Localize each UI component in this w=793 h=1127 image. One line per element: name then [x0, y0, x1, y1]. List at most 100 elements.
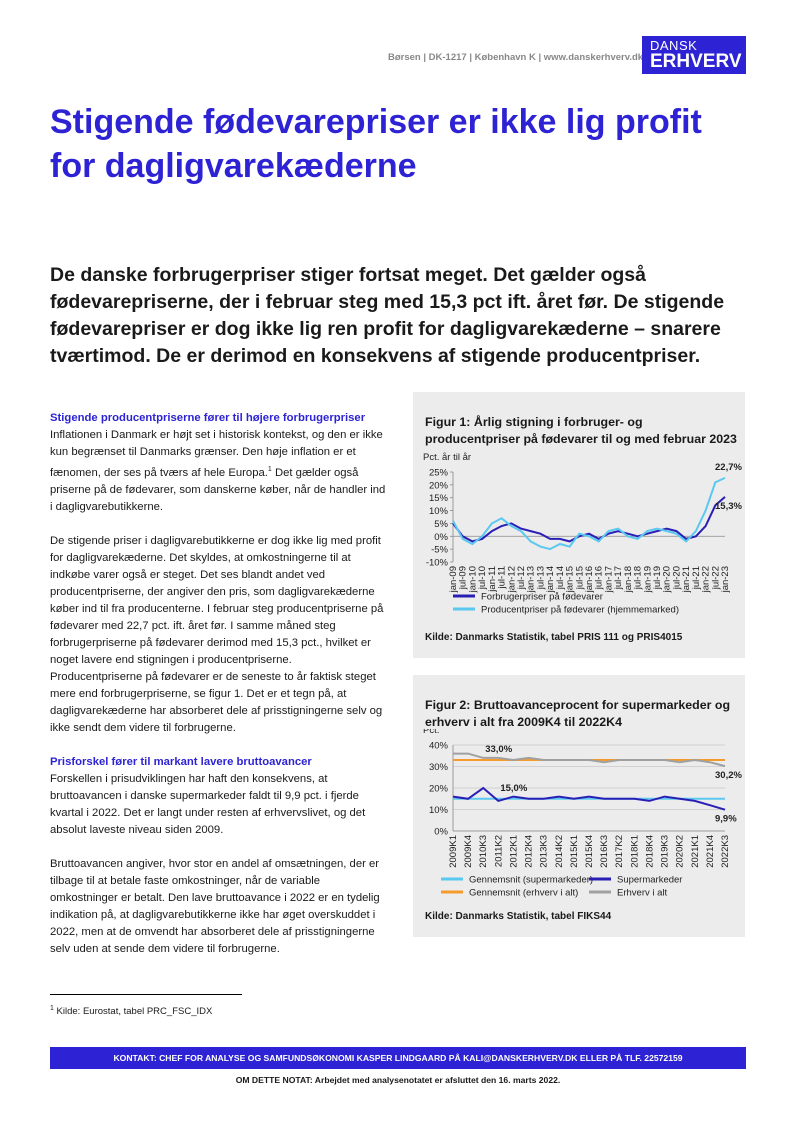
- header-info: Børsen | DK-1217 | København K | www.dan…: [388, 52, 644, 63]
- x-tick-label: jan-23: [720, 566, 731, 593]
- x-tick-label: jan-17: [603, 566, 614, 593]
- x-tick-label: 2015K1: [569, 835, 580, 868]
- section-heading: Stigende producentpriserne fører til høj…: [50, 412, 366, 424]
- y-tick-label: 0%: [434, 532, 448, 543]
- logo-top: DANSK: [650, 38, 698, 53]
- paragraph: Inflationen i Danmark er højt set i hist…: [50, 427, 386, 516]
- data-label: 15,0%: [500, 783, 527, 794]
- contact-bar: KONTAKT: CHEF FOR ANALYSE OG SAMFUNDSØKO…: [50, 1047, 746, 1069]
- section-heading: Prisforskel fører til markant lavere bru…: [50, 755, 312, 768]
- logo[interactable]: DANSK ERHVERV: [642, 36, 746, 74]
- y-tick-label: 20%: [429, 784, 449, 795]
- legend-label: Gennemsnit (erhverv i alt): [469, 888, 578, 899]
- legend-label: Producentpriser på fødevarer (hjemmemark…: [481, 605, 679, 616]
- x-tick-label: jul-15: [574, 566, 585, 590]
- data-label: 15,3%: [715, 501, 742, 512]
- x-tick-label: 2016K3: [599, 835, 610, 868]
- x-tick-label: 2021K1: [690, 835, 701, 868]
- legend-label: Erhverv i alt: [617, 888, 668, 899]
- x-tick-label: 2015K4: [584, 835, 595, 868]
- x-tick-label: jul-18: [633, 566, 644, 590]
- text: Det gælder også priserne på de fødevarer…: [50, 466, 386, 513]
- legend-label: Forbrugerpriser på fødevarer: [481, 592, 603, 603]
- x-tick-label: jan-22: [701, 566, 712, 593]
- figure: Figur 1: Årlig stigning i forbruger- og …: [413, 392, 745, 658]
- figure-source: Kilde: Danmarks Statistik, tabel FIKS44: [425, 911, 612, 922]
- series-line: [453, 752, 726, 768]
- y-axis-label: Pct.: [423, 729, 439, 736]
- figure-source: Kilde: Danmarks Statistik, tabel PRIS 11…: [425, 632, 683, 643]
- x-tick-label: 2014K2: [554, 835, 565, 868]
- footnote-number: 1: [50, 1005, 54, 1012]
- x-tick-label: jan-16: [584, 566, 595, 593]
- data-label: 33,0%: [485, 744, 512, 755]
- data-label: 30,2%: [715, 770, 742, 781]
- x-tick-label: 2011K2: [493, 835, 504, 867]
- y-tick-label: -10%: [426, 558, 449, 569]
- x-tick-label: jul-12: [516, 566, 527, 590]
- x-tick-label: jan-19: [642, 566, 653, 593]
- x-tick-label: jul-10: [477, 566, 488, 590]
- series-line: [452, 786, 726, 811]
- x-tick-label: 2012K4: [524, 835, 535, 868]
- x-tick-label: jul-20: [671, 566, 682, 590]
- x-tick-label: 2009K4: [463, 835, 474, 868]
- x-tick-label: jan-11: [487, 566, 498, 593]
- figure-title: Figur 2: Bruttoavanceprocent for superma…: [425, 698, 731, 729]
- footnote-ref[interactable]: 1: [267, 466, 272, 473]
- x-tick-label: jan-12: [506, 566, 517, 593]
- series-line: [452, 476, 726, 551]
- chart: Pct. år til år -10% -5% 0% 5% 10% 15% 20%25% jan…: [423, 452, 742, 616]
- y-tick-label: 20%: [429, 480, 449, 491]
- about-note: OM DETTE NOTAT: Arbejdet med analysenota…: [235, 1075, 561, 1085]
- y-axis-label: Pct. år til år: [423, 452, 471, 463]
- x-tick-label: 2019K3: [660, 835, 671, 868]
- y-tick-label: 10%: [429, 506, 449, 517]
- y-tick-label: 10%: [429, 805, 449, 816]
- y-tick-label: 40%: [429, 741, 449, 752]
- x-tick-label: 2018K4: [644, 835, 655, 868]
- x-tick-label: 2012K1: [508, 835, 519, 868]
- body-text: Stigende producentpriserne fører til høj…: [50, 410, 386, 975]
- logo-bottom: ERHVERV: [650, 51, 742, 72]
- x-tick-label: jan-10: [467, 566, 478, 593]
- x-tick-label: 2018K1: [629, 835, 640, 868]
- x-tick-label: jan-15: [565, 566, 576, 593]
- x-tick-label: 2010K3: [478, 835, 489, 868]
- figure-title: Figur 1: Årlig stigning i forbruger- og …: [425, 415, 737, 446]
- x-tick-label: jul-16: [594, 566, 605, 590]
- x-tick-label: jan-18: [623, 566, 634, 593]
- data-label: 22,7%: [715, 462, 742, 473]
- x-tick-label: 2017K2: [614, 835, 625, 868]
- paragraph: Forskellen i prisudviklingen har haft de…: [50, 772, 366, 836]
- x-tick-label: jul-17: [613, 566, 624, 590]
- y-tick-label: 0%: [434, 827, 448, 838]
- data-label: 9,9%: [715, 814, 737, 825]
- y-tick-label: -5%: [431, 545, 448, 556]
- x-tick-label: jul-13: [535, 566, 546, 590]
- x-tick-label: jul-11: [497, 566, 508, 590]
- footnote-rule: [50, 994, 242, 995]
- paragraph: De stigende priser i dagligvarebutikkern…: [50, 534, 384, 734]
- text: Inflationen i Danmark er højt set i hist…: [50, 429, 383, 479]
- title: Stigende fødevarepriser er ikke lig prof…: [50, 103, 702, 185]
- legend-label: Supermarkeder: [617, 875, 682, 886]
- x-tick-label: 2013K3: [539, 835, 550, 868]
- figure: Figur 2: Bruttoavanceprocent for superma…: [413, 675, 745, 937]
- x-tick-label: jul-19: [652, 566, 663, 590]
- x-tick-label: 2021K4: [705, 835, 716, 868]
- footnote: 1 Kilde: Eurostat, tabel PRC_FSC_IDX: [50, 1005, 212, 1017]
- y-tick-label: 25%: [429, 468, 449, 479]
- x-tick-label: jan-14: [545, 566, 556, 593]
- x-tick-label: jul-14: [555, 566, 566, 590]
- x-tick-label: jul-21: [691, 566, 702, 590]
- x-tick-label: 2022K3: [720, 835, 731, 868]
- x-tick-label: 2009K1: [448, 835, 459, 868]
- x-tick-label: jan-13: [526, 566, 537, 593]
- series-line: [452, 496, 726, 543]
- legend-label: Gennemsnit (supermarkeder): [469, 875, 593, 886]
- footnote-text: Kilde: Eurostat, tabel PRC_FSC_IDX: [56, 1006, 213, 1018]
- paragraph: Bruttoavancen angiver, hvor stor en ande…: [50, 857, 380, 955]
- y-tick-label: 15%: [429, 493, 449, 504]
